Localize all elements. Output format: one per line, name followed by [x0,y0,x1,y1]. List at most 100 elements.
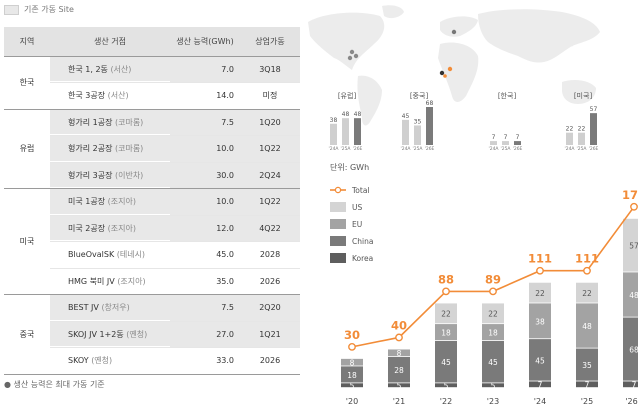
site-location: (조지아) [117,276,146,286]
regional-mini-charts: [유럽] 38 '24A 48 '25A 48 '26E [중국] 45 '24A 35 '25A 68… [328,91,598,152]
site-name: 한국 1, 2동 [68,64,108,74]
mini-chart-1: [중국] 45 '24A 35 '25A 68 '26E [400,92,434,152]
bar-value-label: 48 [629,291,638,300]
start-cell: 1Q22 [240,135,300,163]
bar-segment-china [529,339,551,381]
mini-bar-tick: '25A [500,146,511,152]
mini-bar-value: 68 [426,100,434,107]
legend-text: Korea [352,254,373,263]
bar-segment-eu [529,303,551,339]
legend-swatch [330,253,346,263]
footnote: ● 생산 능력은 최대 가동 기준 [4,380,105,389]
mini-bar-value: 22 [578,126,586,133]
capacity-cell: 10.0 [170,188,240,216]
mini-bar-tick: '25A [340,146,351,152]
x-tick-label: '26E [625,397,638,406]
bar-value-label: 38 [535,317,545,326]
start-cell: 2028 [240,241,300,269]
site-name: BlueOvalSK [68,250,115,260]
legend-item-eu: EU [330,219,362,229]
bar-value-label: 35 [582,361,592,370]
bar-value-label: 5 [444,382,449,391]
x-tick-label: '22 [440,397,452,406]
bar-value-label: 8 [397,349,402,358]
site-name: BEST JV [68,303,99,313]
site-name-cell: BlueOvalSK (테네시) [50,241,170,269]
site-name-cell: 헝가리 1공장 (코마롬) [50,109,170,136]
mini-bar-value: 35 [414,118,422,125]
mini-bar-tick: '25A [576,146,587,152]
site-name: 헝가리 1공장 [68,117,113,127]
start-cell: 3Q18 [240,56,300,83]
total-line: 30 40 88 89 111 111 179 [344,188,638,351]
capacity-cell: 7.5 [170,109,240,136]
site-name-cell: 한국 1, 2동 (서산) [50,56,170,83]
site-location: (테네시) [116,250,146,260]
bar-segment-china [341,366,363,383]
capacity-cell: 12.0 [170,215,240,242]
bar-value-label: 22 [582,289,592,298]
legend-swatch [330,202,346,212]
legend-marker [334,186,342,194]
mini-bar-tick: '24A [328,146,339,152]
bar-segment-korea [529,381,551,388]
x-tick-label: '21 [393,397,405,406]
header-capacity: 생산 능력(GWh) [170,27,240,57]
mini-bar [490,141,497,145]
mini-bar [566,132,573,145]
capacity-cell: 45.0 [170,241,240,269]
bar-segment-korea [435,383,457,388]
world-map-panel: [유럽] 38 '24A 48 '25A 48 '26E [중국] 45 '24A 35 '25A 68… [308,5,600,152]
mini-bar [514,141,521,145]
mini-bar [590,113,597,145]
total-value-label: 179 [622,188,638,202]
start-cell: 미정 [240,82,300,110]
site-location: (서산) [107,91,129,101]
total-value-label: 30 [344,328,360,342]
mini-bar [426,107,433,145]
capacity-cell: 10.0 [170,135,240,163]
bar-segment-korea [623,381,638,388]
bar-value-label: 45 [535,356,545,365]
bar-segment-eu [576,303,598,348]
bar-value-label: 45 [441,358,451,367]
total-point [348,342,356,351]
mini-bar [354,118,361,145]
mini-chart-0: [유럽] 38 '24A 48 '25A 48 '26E [328,91,362,152]
header-site: 생산 거점 [50,27,170,57]
mini-bar-value: 7 [504,134,508,141]
site-name-cell: BEST JV (창저우) [50,294,170,322]
bar-segment-korea [482,383,504,388]
table-row: SKOJ JV 1+2동 (옌청) 27.0 1Q21 [4,321,300,348]
mini-bar [402,119,409,145]
us-marker-3 [347,55,353,61]
mini-chart-title: [미국] [574,91,593,100]
site-location: (옌청) [91,356,113,366]
us-marker-2 [353,53,359,59]
x-axis: '20 '21 '22 '23 '24 '25 '26E [346,397,638,406]
bar-value-label: 45 [488,358,498,367]
bar-segment-china [435,341,457,383]
mini-bar-tick: '24A [564,146,575,152]
start-cell: 1Q20 [240,109,300,136]
bar-value-label: 22 [441,310,451,319]
site-location: (옌청) [126,329,148,339]
site-name-cell: 한국 3공장 (서산) [50,82,170,110]
site-location: (조지아) [107,223,136,233]
mini-bar-value: 48 [342,111,350,118]
site-name: SKOY [68,356,89,366]
site-name-cell: 헝가리 3공장 (이반차) [50,162,170,189]
legend-item-us: US [330,202,362,212]
total-value-label: 88 [438,272,454,286]
site-name: 미국 1공장 [68,197,106,207]
table-row: 유럽 헝가리 1공장 (코마롬) 7.5 1Q20 [4,109,300,189]
bar-segment-eu [435,324,457,341]
site-name-cell: SKOY (옌청) [50,347,170,375]
mini-bar-value: 22 [566,126,574,133]
table-row: 헝가리 2공장 (코마롬) 10.0 1Q22 [4,135,300,163]
site-name-cell: 미국 2공장 (조지아) [50,215,170,242]
mini-bar [578,132,585,145]
mini-chart-title: [중국] [410,92,429,100]
mini-bar-tick: '26E [513,146,523,152]
mini-bar [342,118,349,145]
